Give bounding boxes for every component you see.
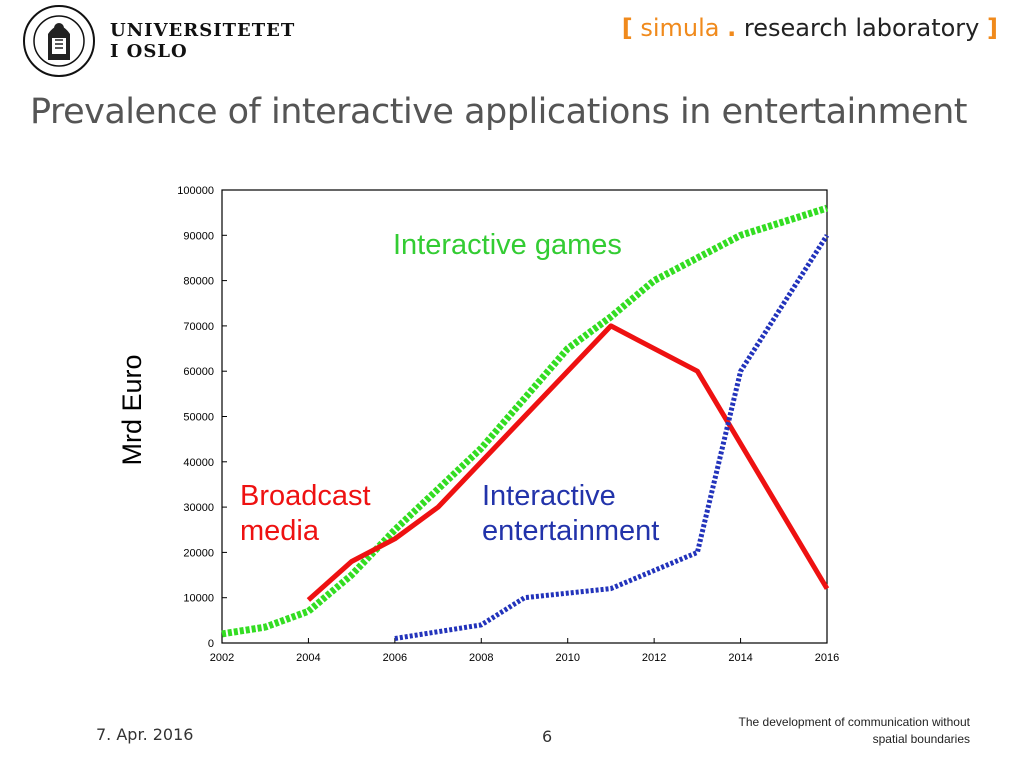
university-name-line2: I OSLO bbox=[110, 41, 188, 62]
x-tick-label: 2010 bbox=[555, 652, 579, 664]
x-tick-label: 2008 bbox=[469, 652, 493, 664]
y-tick-label: 0 bbox=[208, 638, 214, 650]
series-interactive-games-line bbox=[221, 204, 829, 638]
lab-simula-word: simula bbox=[640, 14, 720, 42]
y-tick-label: 10000 bbox=[183, 593, 214, 605]
x-tick-label: 2012 bbox=[642, 652, 666, 664]
lab-bracket-close: ] bbox=[987, 14, 998, 42]
footer-note-line2: spatial boundaries bbox=[872, 732, 970, 746]
annotation-broadcast-line2: media bbox=[240, 515, 320, 547]
series-layer bbox=[221, 204, 830, 641]
series-broadcast-media-line bbox=[306, 323, 830, 602]
x-tick-label: 2014 bbox=[728, 652, 752, 664]
y-tick-label: 70000 bbox=[183, 321, 214, 333]
university-name: UNIVERSITETET I OSLO bbox=[110, 20, 295, 62]
y-tick-label: 90000 bbox=[183, 230, 214, 242]
footer-note-line1: The development of communication without bbox=[738, 715, 970, 729]
x-tick-label: 2006 bbox=[383, 652, 407, 664]
slide-title: Prevalence of interactive applications i… bbox=[30, 92, 968, 132]
lab-dot: . bbox=[727, 14, 737, 42]
x-tick-label: 2002 bbox=[210, 652, 234, 664]
footer-date: 7. Apr. 2016 bbox=[96, 725, 194, 744]
footer-page-number: 6 bbox=[542, 727, 553, 746]
y-tick-label: 50000 bbox=[183, 412, 214, 424]
university-seal-logo bbox=[23, 5, 95, 77]
x-tick-label: 2016 bbox=[815, 652, 839, 664]
annotation-interactive-entertainment-line1: Interactive bbox=[482, 480, 616, 512]
lab-bracket-open: [ bbox=[621, 14, 633, 42]
y-tick-label: 30000 bbox=[183, 502, 214, 514]
y-tick-label: 40000 bbox=[183, 457, 214, 469]
y-tick-label: 100000 bbox=[177, 185, 214, 197]
y-axis-ticks: 0 10000 20000 30000 40000 50000 60000 70000 8000… bbox=[177, 185, 227, 650]
y-tick-label: 60000 bbox=[183, 366, 214, 378]
y-tick-label: 80000 bbox=[183, 276, 214, 288]
y-axis-label: Mrd Euro bbox=[117, 354, 147, 465]
simula-lab-logo: [ simula . research laboratory ] bbox=[622, 14, 998, 42]
series-interactive-entertainment-line bbox=[394, 233, 830, 641]
y-tick-label: 20000 bbox=[183, 547, 214, 559]
annotation-broadcast-line1: Broadcast bbox=[240, 480, 371, 512]
footer-note: The development of communication without… bbox=[670, 714, 970, 748]
lab-research-laboratory: research laboratory bbox=[743, 14, 980, 42]
university-name-line1: UNIVERSITETET bbox=[110, 20, 296, 41]
annotation-interactive-entertainment-line2: entertainment bbox=[482, 515, 659, 547]
x-tick-label: 2004 bbox=[296, 652, 320, 664]
annotation-interactive-games: Interactive games bbox=[393, 229, 622, 261]
x-axis-ticks: 2002 2004 2006 2008 2010 2012 2014 2016 bbox=[210, 638, 839, 664]
